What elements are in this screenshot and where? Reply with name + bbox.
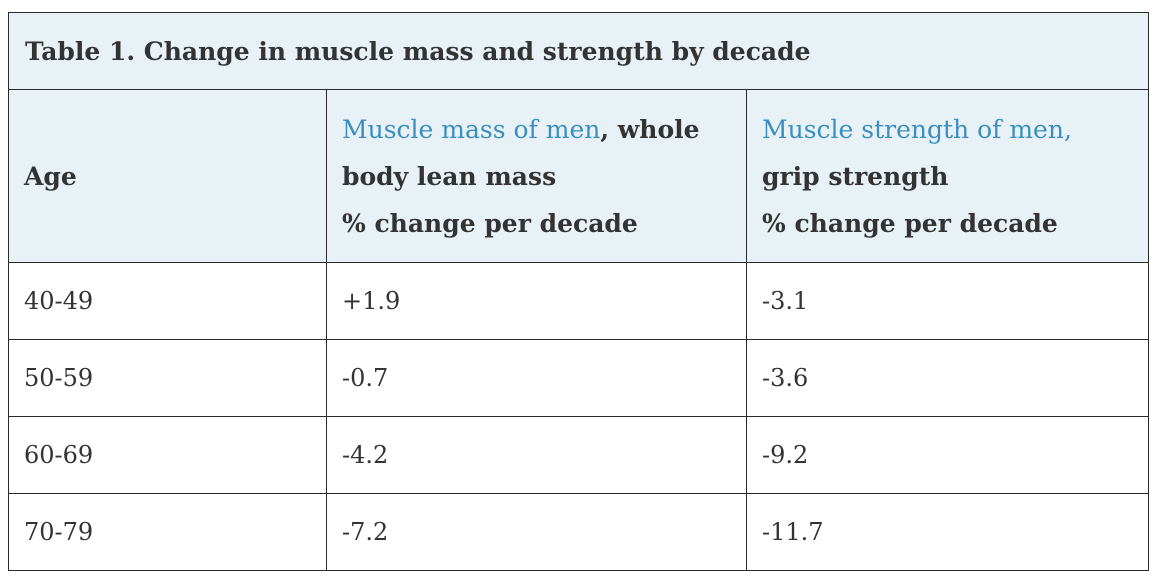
mass-change-cell: -4.2	[327, 417, 747, 494]
table-row: 40-49 +1.9 -3.1	[9, 263, 1149, 340]
strength-change-cell: -11.7	[747, 494, 1149, 571]
table-row: 70-79 -7.2 -11.7	[9, 494, 1149, 571]
header-muscle-strength-highlight: Muscle strength of men,	[762, 115, 1072, 144]
strength-change-cell: -3.1	[747, 263, 1149, 340]
header-row: Age Muscle mass of men, whole body lean …	[9, 90, 1149, 263]
table-caption: Table 1. Change in muscle mass and stren…	[9, 13, 1149, 90]
age-cell: 50-59	[9, 340, 327, 417]
data-table-container: Table 1. Change in muscle mass and stren…	[8, 12, 1148, 571]
header-muscle-mass: Muscle mass of men, whole body lean mass…	[327, 90, 747, 263]
age-cell: 60-69	[9, 417, 327, 494]
caption-row: Table 1. Change in muscle mass and stren…	[9, 13, 1149, 90]
table-row: 60-69 -4.2 -9.2	[9, 417, 1149, 494]
age-cell: 40-49	[9, 263, 327, 340]
mass-change-cell: -0.7	[327, 340, 747, 417]
strength-change-cell: -9.2	[747, 417, 1149, 494]
age-cell: 70-79	[9, 494, 327, 571]
muscle-change-table: Table 1. Change in muscle mass and stren…	[8, 12, 1149, 571]
header-muscle-strength-unit: % change per decade	[762, 209, 1058, 238]
header-muscle-strength: Muscle strength of men, grip strength % …	[747, 90, 1149, 263]
header-muscle-mass-unit: % change per decade	[342, 209, 638, 238]
header-muscle-mass-highlight: Muscle mass of men	[342, 115, 600, 144]
mass-change-cell: +1.9	[327, 263, 747, 340]
header-muscle-strength-detail: grip strength	[762, 162, 948, 191]
table-row: 50-59 -0.7 -3.6	[9, 340, 1149, 417]
mass-change-cell: -7.2	[327, 494, 747, 571]
header-age: Age	[9, 90, 327, 263]
strength-change-cell: -3.6	[747, 340, 1149, 417]
